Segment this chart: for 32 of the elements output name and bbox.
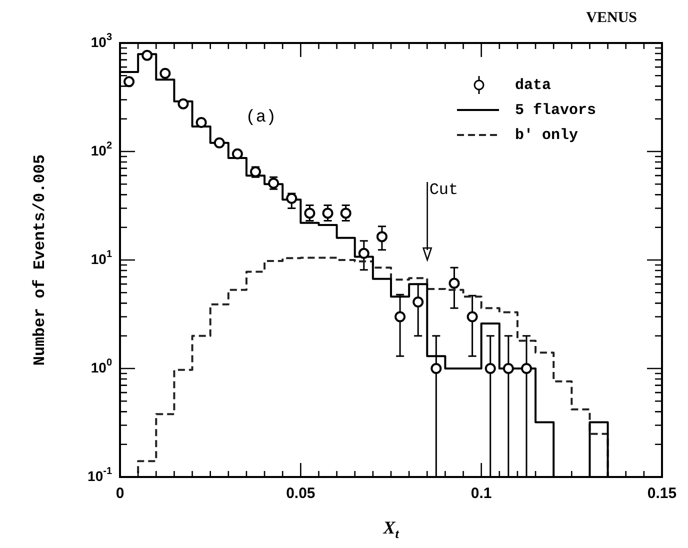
point <box>466 311 478 322</box>
point <box>412 296 424 308</box>
point <box>521 363 532 374</box>
point <box>214 137 225 148</box>
chart-title: VENUS <box>586 10 638 26</box>
point <box>286 192 298 204</box>
point <box>448 278 460 289</box>
x-tick-label: 0.15 <box>647 485 677 502</box>
point <box>340 208 352 219</box>
x-tick-label: 0 <box>116 485 124 502</box>
x-tick-label: 0.05 <box>286 485 316 502</box>
y-axis-title: Number of Events/0.005 <box>31 154 50 366</box>
point <box>358 248 370 259</box>
legend-label: data <box>515 76 552 94</box>
annotation: (a) <box>246 108 276 128</box>
point <box>484 363 496 374</box>
legend-label: 5 flavors <box>515 102 596 119</box>
point <box>232 148 243 160</box>
x-tick-label: 0.1 <box>470 485 492 502</box>
point <box>178 98 189 110</box>
point <box>124 76 135 88</box>
point <box>376 231 388 242</box>
point <box>196 117 207 128</box>
annotation: Cut <box>429 181 458 200</box>
point <box>394 311 406 322</box>
point <box>322 208 334 219</box>
point <box>304 208 316 219</box>
point <box>502 363 514 374</box>
legend-label: b' only <box>515 126 578 144</box>
point <box>430 363 442 374</box>
point <box>160 68 171 79</box>
point <box>142 50 153 61</box>
